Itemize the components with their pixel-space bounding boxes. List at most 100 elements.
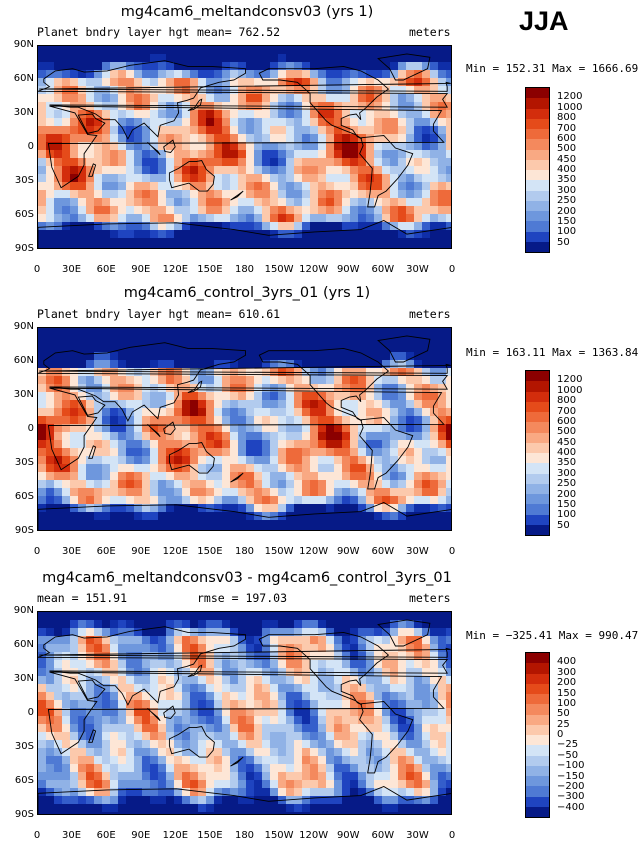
y-tick-label: 0 bbox=[27, 707, 34, 718]
colorbar-swatch bbox=[526, 514, 549, 525]
y-tick-label: 60N bbox=[13, 73, 34, 84]
panel-3-minmax: Min = −325.41 Max = 990.47 bbox=[466, 629, 639, 642]
coastline bbox=[38, 786, 451, 814]
panel-3-map bbox=[37, 611, 452, 815]
colorbar-swatch bbox=[526, 422, 549, 433]
y-tick-label: 30S bbox=[14, 741, 34, 752]
x-tick-label: 0 bbox=[448, 264, 456, 275]
x-tick-label: 90W bbox=[336, 830, 360, 841]
colorbar-swatch bbox=[526, 735, 549, 746]
colorbar-label: 800 bbox=[557, 395, 577, 407]
panel-3-rmse-label: rmse = 197.03 bbox=[197, 591, 288, 605]
coastline bbox=[77, 395, 106, 416]
colorbar-swatch bbox=[526, 796, 549, 807]
y-tick-label: 30S bbox=[14, 175, 34, 186]
coastline bbox=[168, 725, 215, 758]
panel-2-map bbox=[37, 327, 452, 531]
panel-1-mean-label: mean= 762.52 bbox=[197, 25, 281, 39]
colorbar-label: 100 bbox=[557, 509, 577, 521]
coastline bbox=[187, 98, 203, 112]
coastline bbox=[47, 105, 445, 189]
colorbar-swatch bbox=[526, 776, 549, 787]
coastline bbox=[163, 421, 176, 435]
colorbar-label: 250 bbox=[557, 195, 577, 207]
x-tick-label: 120E bbox=[162, 546, 189, 557]
colorbar-label: 150 bbox=[557, 215, 577, 227]
coastline bbox=[38, 342, 449, 422]
colorbar-label: −200 bbox=[557, 780, 585, 792]
coastline bbox=[147, 141, 161, 156]
x-tick-label: 150W bbox=[264, 546, 294, 557]
map-field-2 bbox=[38, 328, 451, 530]
x-tick-label: 60W bbox=[371, 546, 395, 557]
colorbar-label: 200 bbox=[557, 677, 577, 689]
colorbar-swatch bbox=[526, 381, 549, 392]
colorbar-label: −100 bbox=[557, 760, 585, 772]
panel-1-minmax: Min = 152.31 Max = 1666.69 bbox=[466, 62, 639, 75]
colorbar-swatch bbox=[526, 241, 549, 252]
x-tick-label: 0 bbox=[448, 830, 456, 841]
colorbar-swatch bbox=[526, 765, 549, 776]
map-field-1 bbox=[38, 46, 451, 248]
y-tick-label: 30N bbox=[13, 107, 34, 118]
coastline bbox=[359, 135, 414, 208]
x-tick-label: 90E bbox=[131, 546, 151, 557]
colorbar-label: 25 bbox=[557, 718, 570, 730]
y-tick-label: 0 bbox=[27, 141, 34, 152]
x-tick-label: 30W bbox=[406, 546, 429, 557]
colorbar-swatch bbox=[526, 463, 549, 474]
colorbar-swatch bbox=[526, 524, 549, 535]
x-tick-label: 120W bbox=[299, 546, 329, 557]
colorbar-label: 800 bbox=[557, 112, 577, 124]
colorbar-swatch bbox=[526, 211, 549, 222]
x-tick-label: 180 bbox=[234, 830, 255, 841]
panel-1-colorbar bbox=[525, 87, 550, 253]
colorbar-label: 450 bbox=[557, 153, 577, 165]
colorbar-swatch bbox=[526, 663, 549, 674]
colorbar-swatch bbox=[526, 180, 549, 191]
coastline bbox=[47, 671, 445, 755]
panel-1-title: mg4cam6_meltandconsv03 (yrs 1) bbox=[120, 4, 374, 20]
x-tick-label: 60E bbox=[96, 264, 116, 275]
x-tick-label: 30E bbox=[62, 830, 82, 841]
y-tick-label: 30S bbox=[14, 457, 34, 468]
colorbar-label: 300 bbox=[557, 184, 577, 196]
colorbar-swatch bbox=[526, 412, 549, 423]
colorbar-label: 600 bbox=[557, 415, 577, 427]
panel-2-colorbar bbox=[525, 370, 550, 536]
colorbar-label: 1200 bbox=[557, 374, 583, 386]
y-tick-label: 60S bbox=[14, 209, 34, 220]
colorbar-swatch bbox=[526, 714, 549, 725]
panel-1-map bbox=[37, 45, 452, 249]
coastline bbox=[39, 647, 451, 658]
colorbar-label: −400 bbox=[557, 801, 585, 813]
colorbar-label: 450 bbox=[557, 436, 577, 448]
panel-2-units: meters bbox=[409, 307, 451, 321]
coastline bbox=[38, 626, 449, 706]
x-tick-label: 120E bbox=[162, 830, 189, 841]
colorbar-swatch bbox=[526, 190, 549, 201]
colorbar-swatch bbox=[526, 401, 549, 412]
coastline bbox=[258, 347, 390, 422]
colorbar-label: 500 bbox=[557, 143, 577, 155]
coastline bbox=[377, 335, 431, 363]
colorbar-swatch bbox=[526, 231, 549, 242]
x-tick-label: 120W bbox=[299, 830, 329, 841]
x-tick-label: 150E bbox=[197, 546, 223, 557]
colorbar-swatch bbox=[526, 755, 549, 766]
colorbar-swatch bbox=[526, 432, 549, 443]
panel-1-units: meters bbox=[409, 25, 451, 39]
x-tick-label: 90W bbox=[336, 264, 360, 275]
coastline bbox=[38, 220, 451, 248]
y-tick-label: 90N bbox=[13, 321, 34, 332]
colorbar-label: 700 bbox=[557, 122, 577, 134]
coastline bbox=[168, 159, 215, 192]
panel-2-minmax: Min = 163.11 Max = 1363.84 bbox=[466, 346, 639, 359]
panel-2-title: mg4cam6_control_3yrs_01 (yrs 1) bbox=[123, 285, 371, 301]
x-tick-label: 60E bbox=[96, 546, 116, 557]
x-tick-label: 180 bbox=[234, 546, 255, 557]
panel-3-title: mg4cam6_meltandconsv03 - mg4cam6_control… bbox=[42, 570, 452, 586]
x-tick-label: 30W bbox=[406, 830, 429, 841]
x-tick-label: 30E bbox=[62, 546, 82, 557]
panel-3-mean-label: mean = 151.91 bbox=[37, 591, 128, 605]
